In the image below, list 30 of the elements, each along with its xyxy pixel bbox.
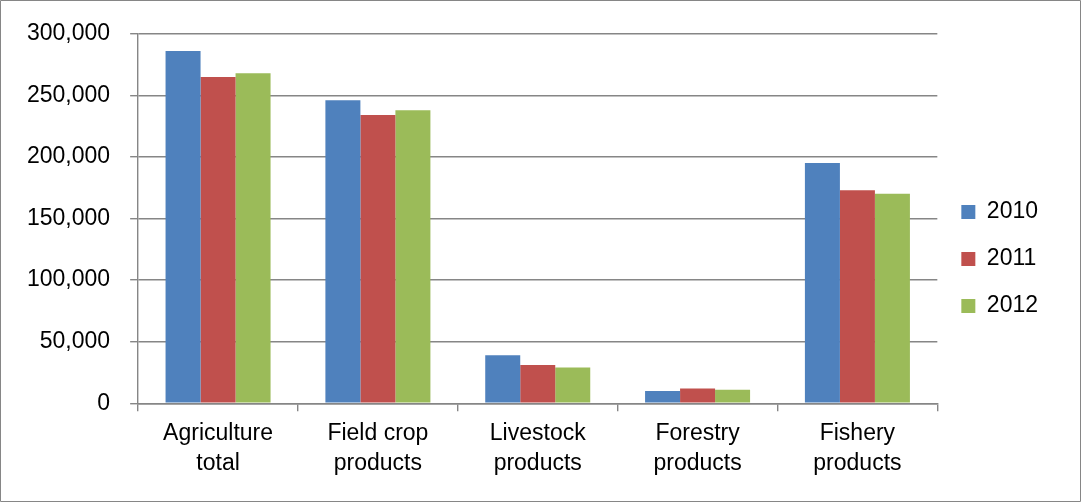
bar [360, 115, 396, 403]
y-tick-label: 0 [97, 388, 111, 415]
legend-label: 2011 [986, 244, 1037, 271]
legend-label: 2012 [986, 291, 1039, 318]
x-tick-label: Fishery products [813, 419, 902, 476]
y-tick-label: 150,000 [27, 203, 111, 230]
bar [715, 389, 751, 403]
bar [325, 100, 361, 403]
y-tick-label: 300,000 [27, 19, 111, 46]
x-tick-label: Field crop products [327, 419, 429, 476]
bar [520, 365, 556, 403]
bar [804, 163, 840, 403]
bar [200, 76, 236, 403]
y-tick-label: 50,000 [39, 326, 111, 353]
y-tick-label: 250,000 [27, 80, 111, 107]
x-tick-label: Forestry products [653, 419, 742, 476]
bar [555, 367, 591, 403]
bar [485, 355, 521, 403]
y-tick-label: 100,000 [27, 265, 111, 292]
bar [645, 390, 681, 403]
x-tick-label: Livestock products [489, 419, 587, 476]
bar [874, 193, 910, 403]
bar [839, 190, 875, 403]
x-tick-label: Agriculture total [163, 419, 274, 476]
y-tick-label: 200,000 [27, 142, 111, 169]
bar [680, 388, 716, 403]
bar [235, 73, 271, 403]
legend-label: 2010 [986, 197, 1039, 224]
bar [395, 110, 431, 403]
bar [165, 51, 201, 403]
